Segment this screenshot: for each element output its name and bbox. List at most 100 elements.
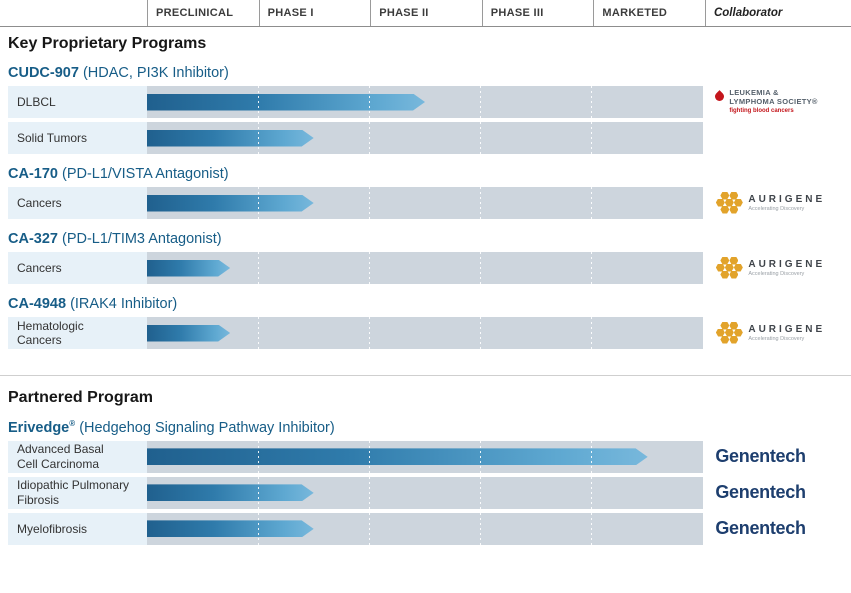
genentech-logo: Genentech	[715, 518, 806, 539]
collaborator-cell: LEUKEMIA & LYMPHOMA SOCIETY® fighting bl…	[711, 86, 851, 118]
program-title: CA-4948 (IRAK4 Inhibitor)	[8, 296, 851, 312]
program-name: CA-170	[8, 166, 58, 182]
progress-arrow	[147, 448, 648, 465]
phase-track	[146, 86, 704, 118]
program-detail: (IRAK4 Inhibitor)	[70, 296, 178, 312]
program-detail: (PD-L1/TIM3 Antagonist)	[62, 231, 222, 247]
genentech-logo: Genentech	[715, 482, 806, 503]
section-title-key-proprietary-programs: Key Proprietary Programs	[8, 35, 207, 52]
lls-line1: LEUKEMIA &	[729, 88, 779, 98]
indication-text: Solid Tumors	[17, 130, 88, 145]
indication-label: Myelofibrosis	[8, 512, 147, 545]
aurigene-logo: AURIGENE Accelerating Discovery	[711, 191, 825, 215]
indication-text: Idiopathic Pulmonary Fibrosis	[17, 478, 130, 507]
column-header-marketed: MARKETED	[593, 0, 705, 26]
indication-label: Cancers	[8, 252, 147, 284]
program-title: CUDC-907 (HDAC, PI3K Inhibitor)	[8, 65, 851, 81]
indication-text: Myelofibrosis	[17, 521, 88, 536]
leukemia-lymphoma-society-logo: LEUKEMIA & LYMPHOMA SOCIETY® fighting bl…	[711, 89, 817, 114]
phase-track	[146, 512, 704, 545]
aurigene-name: AURIGENE	[748, 259, 826, 270]
indication-text: DLBCL	[17, 94, 56, 109]
aurigene-logo-text: AURIGENE Accelerating Discovery	[748, 259, 825, 277]
program-name: Erivedge®	[8, 419, 76, 436]
indication-text: Cancers	[17, 260, 62, 275]
pipeline-row-advanced-basal-cell-carcinoma: Advanced Basal Cell Carcinoma Genentech	[8, 440, 851, 473]
registered-mark: ®	[69, 419, 76, 428]
phase-track	[146, 252, 704, 284]
phase-track	[146, 187, 704, 219]
progress-arrow	[147, 195, 314, 212]
column-header-collaborator: Collaborator	[704, 0, 845, 26]
lls-logo-text: LEUKEMIA & LYMPHOMA SOCIETY® fighting bl…	[729, 89, 817, 114]
pipeline-row-hematologic-cancers: Hematologic Cancers AURIGENE Acceleratin…	[8, 317, 851, 349]
honeycomb-icon	[715, 256, 743, 280]
column-header-phase1: PHASE I	[258, 0, 371, 26]
indication-text: Advanced Basal Cell Carcinoma	[17, 442, 104, 471]
aurigene-logo: AURIGENE Accelerating Discovery	[711, 321, 825, 345]
aurigene-logo-text: AURIGENE Accelerating Discovery	[748, 324, 825, 342]
indication-label: DLBCL	[8, 86, 147, 118]
aurigene-logo-text: AURIGENE Accelerating Discovery	[748, 194, 825, 212]
collaborator-cell: AURIGENE Accelerating Discovery	[711, 317, 851, 349]
indication-label: Solid Tumors	[8, 122, 147, 154]
phase-column-header: PRECLINICAL PHASE I PHASE II PHASE III M…	[0, 0, 851, 27]
column-header-phase3: PHASE III	[481, 0, 594, 26]
progress-arrow	[147, 130, 314, 147]
blood-drop-icon	[713, 90, 727, 104]
phase-track	[146, 476, 704, 509]
phase-track	[146, 317, 704, 349]
aurigene-tagline: Accelerating Discovery	[748, 206, 805, 212]
program-ca-170: CA-170 (PD-L1/VISTA Antagonist) Cancers …	[0, 166, 851, 219]
progress-arrow	[147, 484, 314, 501]
program-ca-4948: CA-4948 (IRAK4 Inhibitor) Hematologic Ca…	[0, 296, 851, 349]
phase-track	[146, 440, 704, 473]
indication-label: Cancers	[8, 187, 147, 219]
pipeline-row-ca327-cancers: Cancers AURIGENE Accelerating Discovery	[8, 252, 851, 284]
aurigene-name: AURIGENE	[748, 324, 826, 335]
collaborator-cell: Genentech	[711, 477, 851, 509]
pipeline-row-idiopathic-pulmonary-fibrosis: Idiopathic Pulmonary Fibrosis Genentech	[8, 476, 851, 509]
program-title: CA-327 (PD-L1/TIM3 Antagonist)	[8, 231, 851, 247]
aurigene-name: AURIGENE	[748, 194, 826, 205]
collaborator-cell: AURIGENE Accelerating Discovery	[711, 187, 851, 219]
progress-arrow	[147, 260, 230, 277]
genentech-logo: Genentech	[715, 446, 806, 467]
section-title-partnered-program: Partnered Program	[8, 389, 153, 406]
program-ca-327: CA-327 (PD-L1/TIM3 Antagonist) Cancers A…	[0, 231, 851, 284]
program-title: Erivedge® (Hedgehog Signaling Pathway In…	[8, 419, 851, 436]
aurigene-logo: AURIGENE Accelerating Discovery	[711, 256, 825, 280]
honeycomb-icon	[715, 321, 743, 345]
aurigene-tagline: Accelerating Discovery	[748, 336, 805, 342]
program-title: CA-170 (PD-L1/VISTA Antagonist)	[8, 166, 851, 182]
column-header-phase2: PHASE II	[370, 0, 482, 26]
indication-label: Advanced Basal Cell Carcinoma	[8, 440, 147, 473]
program-name: CA-327	[8, 231, 58, 247]
indication-label: Hematologic Cancers	[8, 317, 147, 349]
pipeline-row-solid-tumors: Solid Tumors	[8, 122, 851, 154]
pipeline-row-myelofibrosis: Myelofibrosis Genentech	[8, 512, 851, 545]
pipeline-row-dlbcl: DLBCL LEUKEMIA & LYMPHOMA SOCIETY® fight…	[8, 86, 851, 118]
aurigene-tagline: Accelerating Discovery	[748, 271, 805, 277]
phase-track	[146, 122, 704, 154]
indication-label: Idiopathic Pulmonary Fibrosis	[8, 476, 147, 509]
indication-text: Cancers	[17, 195, 62, 210]
progress-arrow	[147, 325, 230, 342]
collaborator-cell: Genentech	[711, 513, 851, 545]
honeycomb-icon	[715, 191, 743, 215]
program-cudc-907: CUDC-907 (HDAC, PI3K Inhibitor) DLBCL LE…	[0, 65, 851, 154]
collaborator-cell: Genentech	[711, 441, 851, 473]
program-detail: (HDAC, PI3K Inhibitor)	[82, 65, 229, 81]
pipeline-row-ca170-cancers: Cancers AURIGENE Accelerating Discovery	[8, 187, 851, 219]
header-spacer	[0, 0, 147, 26]
progress-arrow	[147, 520, 314, 537]
lls-tagline: fighting blood cancers	[729, 107, 794, 114]
program-detail: (PD-L1/VISTA Antagonist)	[62, 166, 229, 182]
indication-text: Hematologic Cancers	[17, 318, 84, 347]
program-name: CA-4948	[8, 296, 67, 312]
lls-line2: LYMPHOMA SOCIETY®	[729, 97, 818, 107]
program-name: CUDC-907	[8, 65, 79, 81]
collaborator-cell	[711, 122, 851, 154]
column-header-preclinical: PRECLINICAL	[147, 0, 259, 26]
collaborator-cell: AURIGENE Accelerating Discovery	[711, 252, 851, 284]
